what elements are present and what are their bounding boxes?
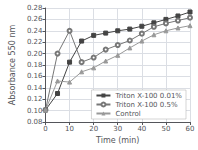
svg-text:20: 20 bbox=[89, 125, 98, 133]
svg-text:50: 50 bbox=[161, 125, 170, 133]
svg-text:0.16: 0.16 bbox=[27, 72, 43, 80]
svg-text:0: 0 bbox=[43, 125, 47, 133]
svg-text:Triton X-100 0.5%: Triton X-100 0.5% bbox=[114, 101, 177, 109]
svg-text:0.26: 0.26 bbox=[27, 15, 43, 23]
svg-text:0.28: 0.28 bbox=[27, 4, 43, 12]
svg-text:0.14: 0.14 bbox=[27, 84, 43, 92]
svg-text:0.12: 0.12 bbox=[27, 95, 43, 103]
svg-text:Absorbance 550 nm: Absorbance 550 nm bbox=[8, 25, 17, 106]
svg-text:0.18: 0.18 bbox=[27, 61, 43, 69]
svg-text:40: 40 bbox=[137, 125, 146, 133]
svg-text:30: 30 bbox=[113, 125, 122, 133]
svg-text:10: 10 bbox=[65, 125, 74, 133]
svg-text:Control: Control bbox=[115, 110, 140, 118]
svg-text:60: 60 bbox=[186, 125, 195, 133]
svg-text:0.08: 0.08 bbox=[27, 118, 43, 126]
svg-text:0.24: 0.24 bbox=[27, 27, 43, 35]
svg-text:Time (min): Time (min) bbox=[95, 136, 139, 145]
svg-text:0.22: 0.22 bbox=[27, 38, 43, 46]
svg-text:0.20: 0.20 bbox=[27, 50, 43, 58]
svg-text:0.10: 0.10 bbox=[27, 107, 43, 115]
svg-text:Triton X-100 0.01%: Triton X-100 0.01% bbox=[114, 92, 182, 100]
